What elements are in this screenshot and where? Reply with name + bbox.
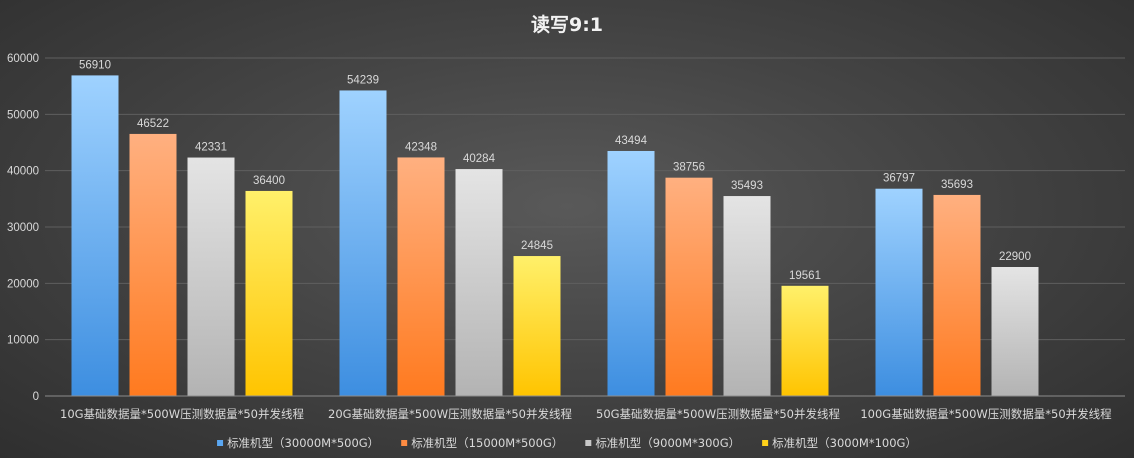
data-label: 42331: [195, 142, 227, 154]
bar: [187, 157, 235, 396]
legend-swatch: [585, 440, 592, 446]
legend-label: 标准机型（9000M*300G）: [595, 436, 740, 450]
data-label: 36400: [253, 175, 285, 187]
legend-swatch: [762, 440, 769, 446]
data-label: 24845: [521, 240, 553, 252]
legend-item: 标准机型（3000M*100G）: [762, 436, 917, 450]
legend-label: 标准机型（3000M*100G）: [772, 436, 917, 450]
legend-item: 标准机型（30000M*500G）: [217, 436, 379, 450]
bar: [991, 266, 1039, 396]
x-category-label: 100G基础数据量*500W压测数据量*50并发线程: [860, 407, 1112, 421]
bar: [513, 256, 561, 396]
y-tick-label: 20000: [7, 278, 39, 290]
y-tick-label: 50000: [7, 109, 39, 121]
legend-item: 标准机型（9000M*300G）: [585, 436, 740, 450]
y-tick-label: 10000: [7, 335, 39, 347]
bar: [875, 188, 923, 396]
bar: [71, 75, 119, 397]
data-label: 35493: [731, 180, 763, 192]
legend-label: 标准机型（15000M*500G）: [411, 436, 563, 450]
x-category-label: 10G基础数据量*500W压测数据量*50并发线程: [60, 407, 304, 421]
legend-swatch: [401, 440, 408, 446]
x-axis-category-labels: 10G基础数据量*500W压测数据量*50并发线程 20G基础数据量*500W压测…: [60, 407, 1112, 421]
data-labels: 56910 46522 42331 36400 54239 42348 40284 24845…: [79, 59, 1031, 281]
y-tick-label: 30000: [7, 222, 39, 234]
data-label: 43494: [615, 135, 648, 147]
data-label: 36797: [883, 173, 915, 185]
data-label: 22900: [999, 251, 1031, 263]
x-category-label: 50G基础数据量*500W压测数据量*50并发线程: [596, 407, 840, 421]
chart-title: 读写9:1: [531, 13, 603, 36]
bar: [665, 177, 713, 396]
bar: [129, 133, 177, 396]
data-label: 54239: [347, 74, 379, 86]
bar: [455, 169, 503, 396]
data-label: 40284: [463, 153, 496, 165]
y-tick-label: 40000: [7, 166, 39, 178]
data-label: 42348: [405, 141, 437, 153]
legend-item: 标准机型（15000M*500G）: [401, 436, 563, 450]
y-tick-label: 0: [33, 391, 39, 403]
bar: [607, 150, 655, 396]
legend-label: 标准机型（30000M*500G）: [227, 436, 379, 450]
bar: [339, 90, 387, 396]
bars: [71, 75, 1039, 397]
data-label: 56910: [79, 59, 111, 71]
bar: [245, 190, 293, 396]
y-axis-tick-labels: 0 10000 20000 30000 40000 50000 60000: [7, 53, 39, 403]
data-label: 38756: [673, 162, 705, 174]
legend: 标准机型（30000M*500G） 标准机型（15000M*500G） 标准机型（9…: [217, 436, 917, 450]
bar: [933, 194, 981, 396]
data-label: 19561: [789, 270, 821, 282]
bar: [397, 157, 445, 396]
x-category-label: 20G基础数据量*500W压测数据量*50并发线程: [328, 407, 572, 421]
bar: [723, 196, 771, 396]
data-label: 35693: [941, 179, 973, 191]
bar: [781, 285, 829, 396]
y-tick-label: 60000: [7, 53, 39, 65]
data-label: 46522: [137, 118, 169, 130]
legend-swatch: [217, 440, 224, 446]
